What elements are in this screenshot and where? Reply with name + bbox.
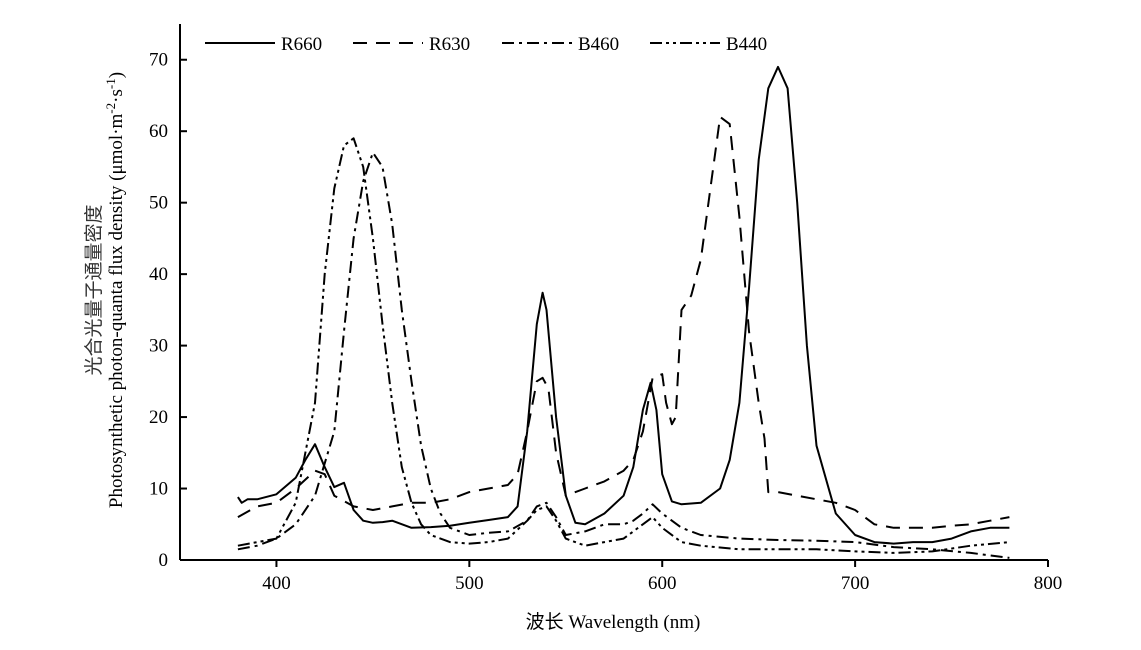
legend-label-r630: R630 bbox=[429, 34, 470, 55]
x-tick-label: 700 bbox=[841, 573, 870, 594]
y-tick-label: 0 bbox=[159, 550, 169, 571]
y-tick-label: 50 bbox=[149, 193, 168, 214]
y-axis-title-sup1: -2 bbox=[103, 103, 118, 114]
plot-area bbox=[237, 65, 1010, 559]
x-tick-label: 600 bbox=[648, 573, 677, 594]
y-axis-title-mid: ·s bbox=[106, 89, 127, 103]
legend-label-r660: R660 bbox=[281, 34, 322, 55]
y-axis-title: Photosynthetic photon-quanta flux densit… bbox=[103, 72, 128, 508]
series-line-r630 bbox=[237, 115, 1010, 529]
axes: 400 500 600 700 800 0 10 20 30 40 50 60 70 bbox=[149, 24, 1062, 594]
y-tick-label: 30 bbox=[149, 336, 168, 357]
y-axis-title-main: Photosynthetic photon-quanta flux densit… bbox=[106, 113, 127, 508]
y-axis-title-cn: 光合光量子通量密度 bbox=[83, 204, 105, 375]
y-tick-label: 70 bbox=[149, 50, 168, 71]
legend: R660 R630 B460 B440 bbox=[205, 34, 767, 55]
y-tick-label: 40 bbox=[149, 264, 168, 285]
legend-label-b460: B460 bbox=[578, 34, 619, 55]
x-tick-label: 400 bbox=[262, 573, 291, 594]
series-line-b440 bbox=[237, 137, 1010, 554]
x-tick-label: 800 bbox=[1034, 573, 1063, 594]
y-tick-label: 10 bbox=[149, 479, 168, 500]
y-axis-title-end: ) bbox=[106, 72, 127, 78]
x-axis-title: 波长 Wavelength (nm) bbox=[526, 611, 701, 633]
y-tick-label: 60 bbox=[149, 121, 168, 142]
y-tick-label: 20 bbox=[149, 407, 168, 428]
x-tick-label: 500 bbox=[455, 573, 484, 594]
legend-label-b440: B440 bbox=[726, 34, 767, 55]
series-line-b460 bbox=[237, 151, 1010, 559]
series-line-r660 bbox=[237, 65, 1010, 545]
y-axis-title-sup2: -1 bbox=[103, 78, 118, 89]
